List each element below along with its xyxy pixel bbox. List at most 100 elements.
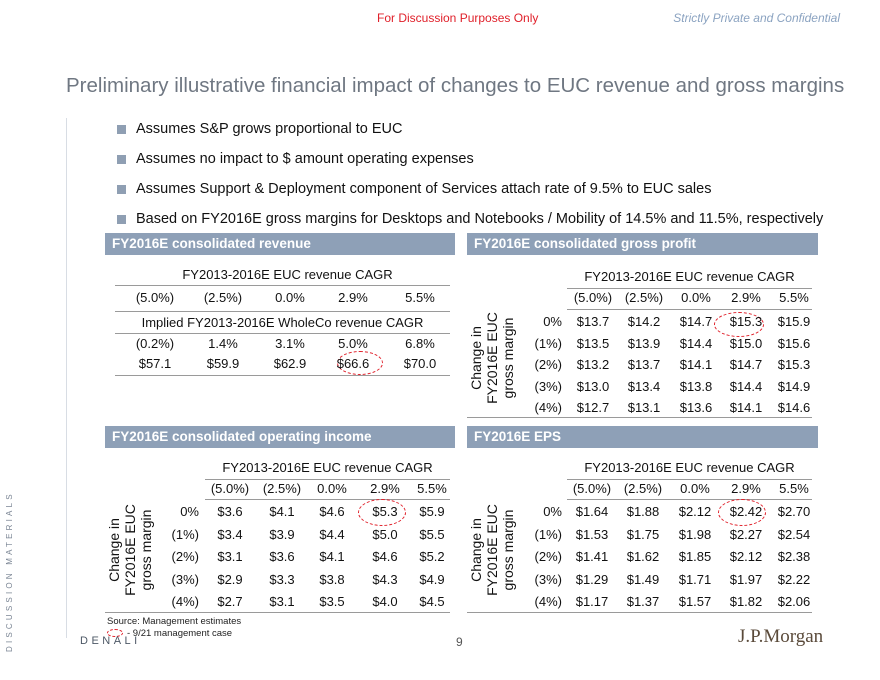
revenue-value: $70.0	[403, 356, 437, 371]
bullet-square-icon	[117, 125, 126, 134]
gross_profit-value: $15.3	[729, 314, 763, 329]
operating_income-value: $4.1	[269, 504, 295, 519]
gross_profit-col-label: 0.0%	[681, 290, 711, 305]
gross_profit-value: $12.7	[576, 400, 610, 415]
eps-panel: FY2016E EPS FY2013-2016E EUC revenue CAG…	[467, 426, 818, 616]
operating_income-value: $5.2	[419, 549, 445, 564]
eps-value: $2.38	[777, 549, 811, 564]
management-case-circle	[718, 499, 766, 526]
eps-value: $1.85	[678, 549, 712, 564]
revenue-implied-value: 6.8%	[405, 336, 435, 351]
rule-line	[205, 479, 450, 480]
assumption-item: Assumes no impact to $ amount operating …	[117, 151, 823, 168]
operating_income-col-label: 2.9%	[370, 481, 400, 496]
eps-value: $1.17	[575, 594, 609, 609]
left-divider	[66, 118, 67, 638]
rule-line	[567, 309, 812, 310]
operating_income-value: $3.9	[269, 526, 295, 542]
gross_profit-value: $13.4	[627, 378, 661, 394]
gross-profit-side-label: Change in FY2016E EUC gross margin	[468, 312, 516, 404]
rule-line	[467, 417, 812, 418]
eps-value: $1.82	[729, 594, 763, 609]
operating_income-value: $2.7	[217, 594, 243, 609]
operating_income-value: $5.5	[419, 526, 445, 542]
gross_profit-value: $15.3	[777, 357, 811, 372]
gross_profit-value: $14.4	[679, 335, 713, 351]
operating-income-panel-header: FY2016E consolidated operating income	[105, 426, 455, 448]
operating_income-row-label: (1%)	[171, 526, 199, 542]
gross-profit-panel-header: FY2016E consolidated gross profit	[467, 233, 818, 255]
revenue-implied-value: 1.4%	[208, 336, 238, 351]
eps-value: $1.49	[626, 571, 660, 587]
revenue-cagr-value: (5.0%)	[135, 290, 175, 305]
gross_profit-row-label: (2%)	[534, 357, 562, 372]
confidential-label: Strictly Private and Confidential	[673, 11, 840, 25]
gross_profit-value: $13.7	[627, 357, 661, 372]
operating_income-value: $3.6	[217, 504, 243, 519]
gross_profit-value: $13.8	[679, 378, 713, 394]
gross_profit-value: $14.6	[777, 400, 811, 415]
gross_profit-value: $13.5	[576, 335, 610, 351]
eps-col-label: 0.0%	[680, 481, 710, 496]
revenue-cagr-value: 0.0%	[275, 290, 305, 305]
gross_profit-col-label: (5.0%)	[573, 290, 613, 305]
gross_profit-row-label: (1%)	[534, 335, 562, 351]
eps-value: $2.12	[729, 549, 763, 564]
rule-line	[567, 499, 812, 500]
revenue-value: $59.9	[206, 356, 240, 371]
gross_profit-value: $13.7	[576, 314, 610, 329]
revenue-value: $66.6	[336, 356, 370, 371]
dashed-circle-icon	[107, 629, 123, 638]
gross_profit-row-label: 0%	[543, 314, 562, 329]
operating_income-value: $5.9	[419, 504, 445, 519]
gross_profit-value: $13.9	[627, 335, 661, 351]
operating_income-col-label: 0.0%	[317, 481, 347, 496]
assumptions-list: Assumes S&P grows proportional to EUC As…	[117, 121, 823, 241]
gross_profit-col-label: 5.5%	[779, 290, 809, 305]
gross_profit-value: $14.7	[729, 357, 763, 372]
gross_profit-value: $13.0	[576, 378, 610, 394]
rule-line	[105, 612, 450, 613]
rule-line	[205, 499, 450, 500]
eps-value: $2.06	[777, 594, 811, 609]
gross_profit-value: $14.1	[679, 357, 713, 372]
eps-value: $2.42	[729, 504, 763, 519]
operating_income-col-label: (5.0%)	[210, 481, 250, 496]
management-case-circle	[358, 499, 406, 526]
gross_profit-value: $14.4	[729, 378, 763, 394]
eps-value: $1.37	[626, 594, 660, 609]
eps-col-label: (5.0%)	[572, 481, 612, 496]
operating_income-value: $2.9	[217, 571, 243, 587]
revenue-value: $57.1	[138, 356, 172, 371]
revenue-cagr-label: FY2013-2016E EUC revenue CAGR	[182, 267, 393, 282]
gross_profit-value: $14.7	[679, 314, 713, 329]
rule-line	[567, 479, 812, 480]
gross_profit-value: $15.9	[777, 314, 811, 329]
assumption-item: Based on FY2016E gross margins for Deskt…	[117, 211, 823, 228]
source-note: Source: Management estimates	[107, 616, 242, 627]
eps-value: $1.62	[626, 549, 660, 564]
operating_income-row-label: (3%)	[171, 571, 199, 587]
operating_income-row-label: (2%)	[171, 549, 199, 564]
revenue-cagr-value: 5.5%	[405, 290, 435, 305]
eps-value: $1.57	[678, 594, 712, 609]
eps-value: $1.29	[575, 571, 609, 587]
gross-profit-cagr-label: FY2013-2016E EUC revenue CAGR	[584, 269, 795, 284]
revenue-implied-value: 5.0%	[338, 336, 368, 351]
gross-profit-panel: FY2016E consolidated gross profit FY2013…	[467, 233, 818, 425]
operating_income-value: $4.9	[419, 571, 445, 587]
revenue-panel: FY2016E consolidated revenue FY2013-2016…	[105, 233, 455, 383]
jpmorgan-logo: J.P.Morgan	[738, 626, 824, 647]
rule-line	[115, 311, 450, 312]
eps-value: $1.71	[678, 571, 712, 587]
gross_profit-value: $15.0	[729, 335, 763, 351]
eps-value: $2.70	[777, 504, 811, 519]
gross_profit-value: $15.6	[777, 335, 811, 351]
operating_income-value: $4.6	[372, 549, 398, 564]
eps-value: $2.27	[729, 526, 763, 542]
operating_income-value: $4.4	[319, 526, 345, 542]
gross_profit-value: $13.6	[679, 400, 713, 415]
gross_profit-value: $13.2	[576, 357, 610, 372]
assumption-item: Assumes S&P grows proportional to EUC	[117, 121, 823, 138]
gross_profit-value: $14.2	[627, 314, 661, 329]
